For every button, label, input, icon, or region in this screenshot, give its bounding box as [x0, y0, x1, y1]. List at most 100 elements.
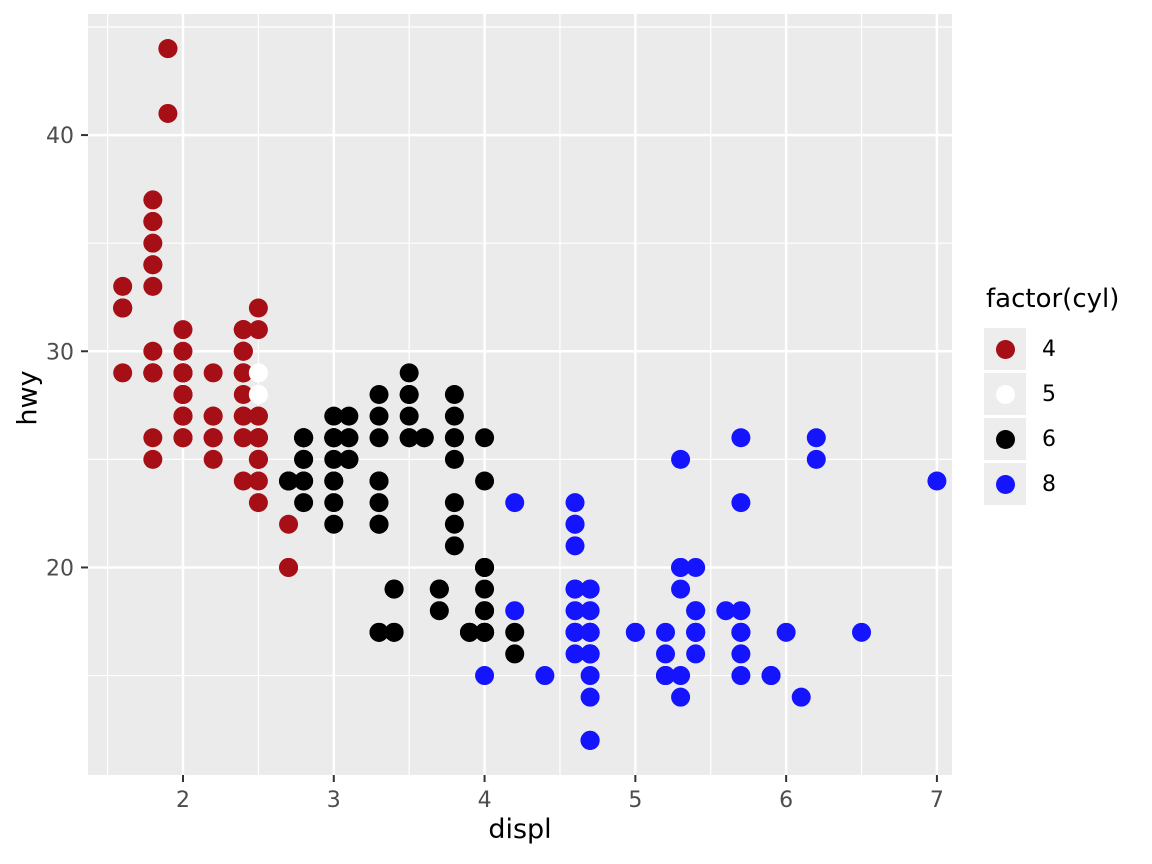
- data-point: [731, 622, 751, 642]
- data-point: [656, 622, 676, 642]
- data-point: [656, 666, 676, 686]
- data-point: [248, 428, 268, 448]
- series-cyl-5: [248, 363, 268, 404]
- data-point: [686, 644, 706, 664]
- x-tick-label: 3: [327, 788, 341, 813]
- series-cyl-8: [475, 428, 947, 750]
- legend-items: 4 5 6 8: [984, 328, 1150, 505]
- legend-dot-icon: [995, 339, 1015, 359]
- x-axis-title: displ: [488, 814, 552, 845]
- data-point: [369, 514, 389, 534]
- data-point: [113, 363, 133, 383]
- data-point: [233, 406, 253, 426]
- data-point: [505, 493, 525, 513]
- data-point: [580, 601, 600, 621]
- data-point: [233, 341, 253, 361]
- data-point: [731, 644, 751, 664]
- data-point: [173, 428, 193, 448]
- data-point: [580, 687, 600, 707]
- data-point: [671, 666, 691, 686]
- data-point: [369, 471, 389, 491]
- data-point: [444, 385, 464, 404]
- data-point: [248, 298, 268, 318]
- data-point: [475, 579, 495, 599]
- data-point: [475, 666, 495, 686]
- legend-key: [984, 418, 1026, 460]
- data-point: [369, 622, 389, 642]
- data-point: [505, 644, 525, 664]
- data-point: [294, 449, 314, 469]
- data-point: [369, 428, 389, 448]
- data-point: [806, 449, 826, 469]
- data-point: [475, 622, 495, 642]
- data-point: [143, 428, 163, 448]
- legend-item: 5: [984, 373, 1150, 415]
- data-point: [399, 363, 419, 383]
- data-point: [248, 471, 268, 491]
- data-point: [731, 493, 751, 513]
- data-point: [580, 644, 600, 664]
- data-point: [369, 385, 389, 404]
- data-point: [429, 579, 449, 599]
- legend-item-label: 4: [1042, 336, 1056, 362]
- data-point: [475, 601, 495, 621]
- data-point: [324, 406, 344, 426]
- data-point: [791, 687, 811, 707]
- data-point: [475, 557, 495, 577]
- data-point: [384, 579, 404, 599]
- data-point: [233, 428, 253, 448]
- data-point: [248, 363, 268, 383]
- series-cyl-4: [113, 39, 299, 577]
- data-point: [565, 622, 585, 642]
- data-point: [248, 493, 268, 513]
- data-point: [248, 406, 268, 426]
- data-point: [399, 385, 419, 404]
- data-point: [324, 471, 344, 491]
- data-point: [565, 493, 585, 513]
- data-point: [173, 385, 193, 404]
- data-point: [294, 493, 314, 513]
- data-point: [852, 622, 872, 642]
- data-point: [686, 601, 706, 621]
- data-point: [233, 385, 253, 404]
- data-point: [173, 406, 193, 426]
- x-tick-label: 5: [628, 788, 642, 813]
- x-tick-label: 7: [930, 788, 944, 813]
- data-point: [444, 406, 464, 426]
- data-point: [731, 601, 751, 621]
- data-point: [279, 557, 299, 577]
- data-point: [444, 449, 464, 469]
- data-point: [580, 666, 600, 686]
- data-point: [429, 601, 449, 621]
- data-point: [203, 406, 223, 426]
- data-point: [565, 514, 585, 534]
- data-point: [279, 471, 299, 491]
- data-point: [143, 212, 163, 232]
- y-axis-title: hwy: [12, 370, 44, 426]
- data-point: [444, 536, 464, 556]
- data-point: [580, 579, 600, 599]
- data-point: [143, 255, 163, 275]
- data-point: [565, 601, 585, 621]
- legend-item: 4: [984, 328, 1150, 370]
- data-point: [324, 449, 344, 469]
- legend-title: factor(cyl): [986, 284, 1120, 314]
- data-point: [475, 428, 495, 448]
- legend-item: 8: [984, 463, 1150, 505]
- data-point: [671, 579, 691, 599]
- data-point: [716, 601, 736, 621]
- legend-key: [984, 463, 1026, 505]
- data-point: [369, 406, 389, 426]
- data-point: [625, 622, 645, 642]
- data-point: [113, 298, 133, 318]
- x-tick-label: 4: [478, 788, 492, 813]
- data-point: [459, 622, 479, 642]
- series-cyl-6: [279, 363, 525, 664]
- data-point: [203, 363, 223, 383]
- data-point: [233, 471, 253, 491]
- data-point: [233, 320, 253, 340]
- data-point: [143, 276, 163, 296]
- data-point: [369, 493, 389, 513]
- x-tick-label: 6: [779, 788, 793, 813]
